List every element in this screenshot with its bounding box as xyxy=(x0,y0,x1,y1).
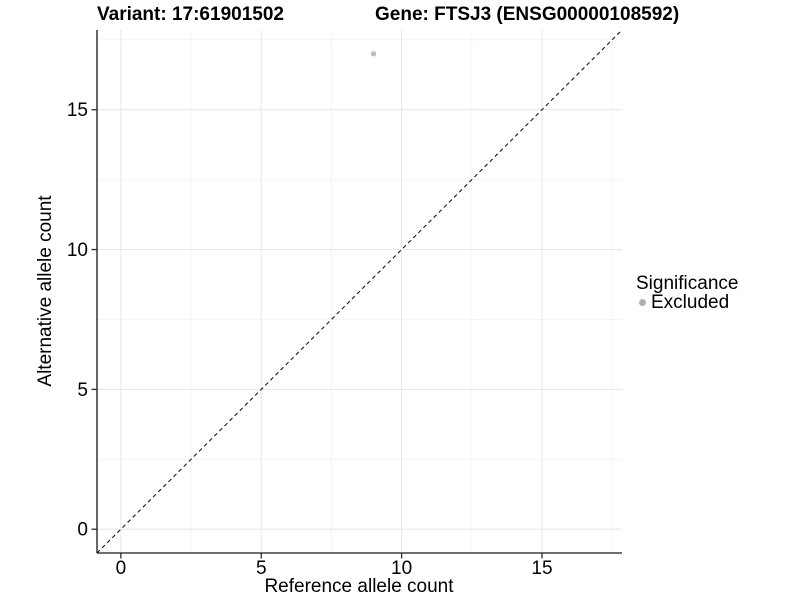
x-axis-title: Reference allele count xyxy=(264,576,454,597)
y-tick-label: 5 xyxy=(77,380,88,401)
x-tick-label: 15 xyxy=(531,558,552,579)
plot-title-gene: Gene: FTSJ3 (ENSG00000108592) xyxy=(375,4,680,25)
legend-point-icon xyxy=(639,299,646,306)
y-tick-label: 0 xyxy=(77,520,88,541)
x-tick-label: 10 xyxy=(391,558,412,579)
legend: Significance Excluded xyxy=(636,274,738,312)
x-tick-label: 5 xyxy=(256,558,267,579)
legend-item-label: Excluded xyxy=(651,292,730,313)
identity-reference-line xyxy=(96,29,623,554)
legend-title: Significance xyxy=(636,273,739,294)
x-tick-label: 0 xyxy=(116,558,127,579)
plot-title-variant: Variant: 17:61901502 xyxy=(97,4,284,25)
data-point xyxy=(370,51,377,57)
y-tick-label: 15 xyxy=(67,100,88,121)
y-axis-title: Alternative allele count xyxy=(35,195,56,387)
legend-item-excluded: Excluded xyxy=(636,293,738,312)
y-tick-label: 10 xyxy=(67,240,88,261)
